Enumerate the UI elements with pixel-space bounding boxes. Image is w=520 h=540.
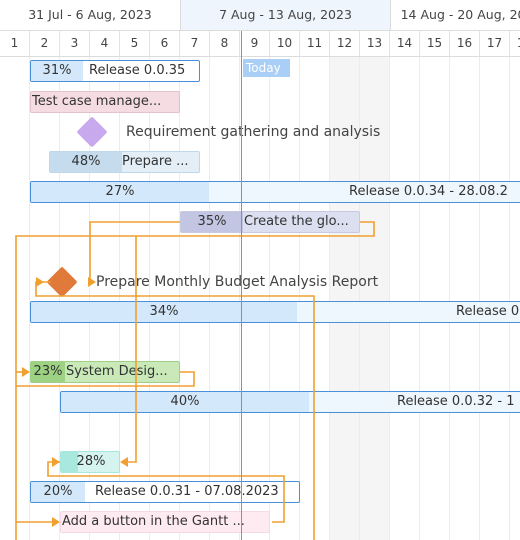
task-progress: 31% xyxy=(42,63,72,78)
day-header: 2 xyxy=(30,31,60,56)
grid-column xyxy=(420,57,450,540)
task-bar-test-case-management[interactable]: Test case manage... xyxy=(30,91,180,113)
task-label: Test case manage... xyxy=(32,94,162,109)
day-header: 7 xyxy=(180,31,210,56)
day-header: 5 xyxy=(120,31,150,56)
task-bar-system-design[interactable]: 23% System Desig... xyxy=(30,361,180,383)
task-progress: 48% xyxy=(71,154,101,169)
progress-fill xyxy=(31,182,209,202)
day-header: 13 xyxy=(360,31,390,56)
week-header-1: 31 Jul - 6 Aug, 2023 xyxy=(0,0,181,30)
task-bar-create-global[interactable]: 35% Create the glo... xyxy=(180,211,360,233)
day-header: 3 xyxy=(60,31,90,56)
day-header: 8 xyxy=(210,31,240,56)
task-bar-28[interactable]: 28% xyxy=(60,451,120,473)
day-header: 11 xyxy=(300,31,330,56)
task-progress: 35% xyxy=(197,214,227,229)
today-marker-line xyxy=(241,31,242,540)
grid-column xyxy=(480,57,510,540)
milestone-label: Requirement gathering and analysis xyxy=(126,124,381,140)
task-progress: 23% xyxy=(33,364,63,379)
task-label: Release 0 xyxy=(456,304,520,319)
day-scale-row: 123456789101112131415161718 xyxy=(0,31,520,56)
progress-fill xyxy=(50,152,122,172)
grid-column xyxy=(510,57,520,540)
task-label: Prepare ... xyxy=(122,154,189,169)
progress-fill xyxy=(31,61,83,81)
task-label: System Desig... xyxy=(66,364,168,379)
week-header-3: 14 Aug - 20 Aug, 2023 xyxy=(400,7,520,22)
task-label: Release 0.0.35 xyxy=(89,63,186,78)
task-progress: 20% xyxy=(43,484,73,499)
task-label: Release 0.0.34 - 28.08.2 xyxy=(349,184,508,199)
task-progress: 40% xyxy=(170,394,200,409)
day-header: 4 xyxy=(90,31,120,56)
milestone-label: Prepare Monthly Budget Analysis Report xyxy=(96,274,379,290)
task-label: Release 0.0.32 - 1 xyxy=(397,394,515,409)
grid-column xyxy=(450,57,480,540)
grid-column xyxy=(0,57,30,540)
task-label: Release 0.0.31 - 07.08.2023 xyxy=(95,484,279,499)
day-header: 6 xyxy=(150,31,180,56)
task-bar-release-0033[interactable]: 34% Release 0 xyxy=(30,301,520,323)
task-progress: 27% xyxy=(105,184,135,199)
day-header: 12 xyxy=(330,31,360,56)
task-bar-prepare[interactable]: 48% Prepare ... xyxy=(49,151,200,173)
day-header: 16 xyxy=(450,31,480,56)
task-bar-add-button[interactable]: Add a button in the Gantt ... xyxy=(60,511,270,533)
task-progress: 28% xyxy=(76,454,106,469)
task-bar-release-0034[interactable]: 27% Release 0.0.34 - 28.08.2 xyxy=(30,181,520,203)
day-header: 1 xyxy=(0,31,30,56)
timeline-header: 31 Jul - 6 Aug, 2023 7 Aug - 13 Aug, 202… xyxy=(0,0,520,57)
task-bar-release-0031[interactable]: 20% Release 0.0.31 - 07.08.2023 xyxy=(30,481,300,503)
day-header: 10 xyxy=(270,31,300,56)
day-header: 18 xyxy=(510,31,520,56)
task-bar-release-0032[interactable]: 40% Release 0.0.32 - 1 xyxy=(60,391,520,413)
day-header: 9 xyxy=(240,31,270,56)
task-label: Create the glo... xyxy=(244,214,349,229)
today-marker-label: Today xyxy=(243,59,290,77)
day-header: 17 xyxy=(480,31,510,56)
task-label: Add a button in the Gantt ... xyxy=(62,514,245,529)
grid-column xyxy=(30,57,60,540)
day-header: 15 xyxy=(420,31,450,56)
task-progress: 34% xyxy=(149,304,179,319)
week-header-2: 7 Aug - 13 Aug, 2023 xyxy=(181,0,391,30)
day-header: 14 xyxy=(390,31,420,56)
task-bar-release-0035[interactable]: 31% Release 0.0.35 xyxy=(30,60,200,82)
grid-column xyxy=(390,57,420,540)
week-scale-row: 31 Jul - 6 Aug, 2023 7 Aug - 13 Aug, 202… xyxy=(0,0,520,31)
